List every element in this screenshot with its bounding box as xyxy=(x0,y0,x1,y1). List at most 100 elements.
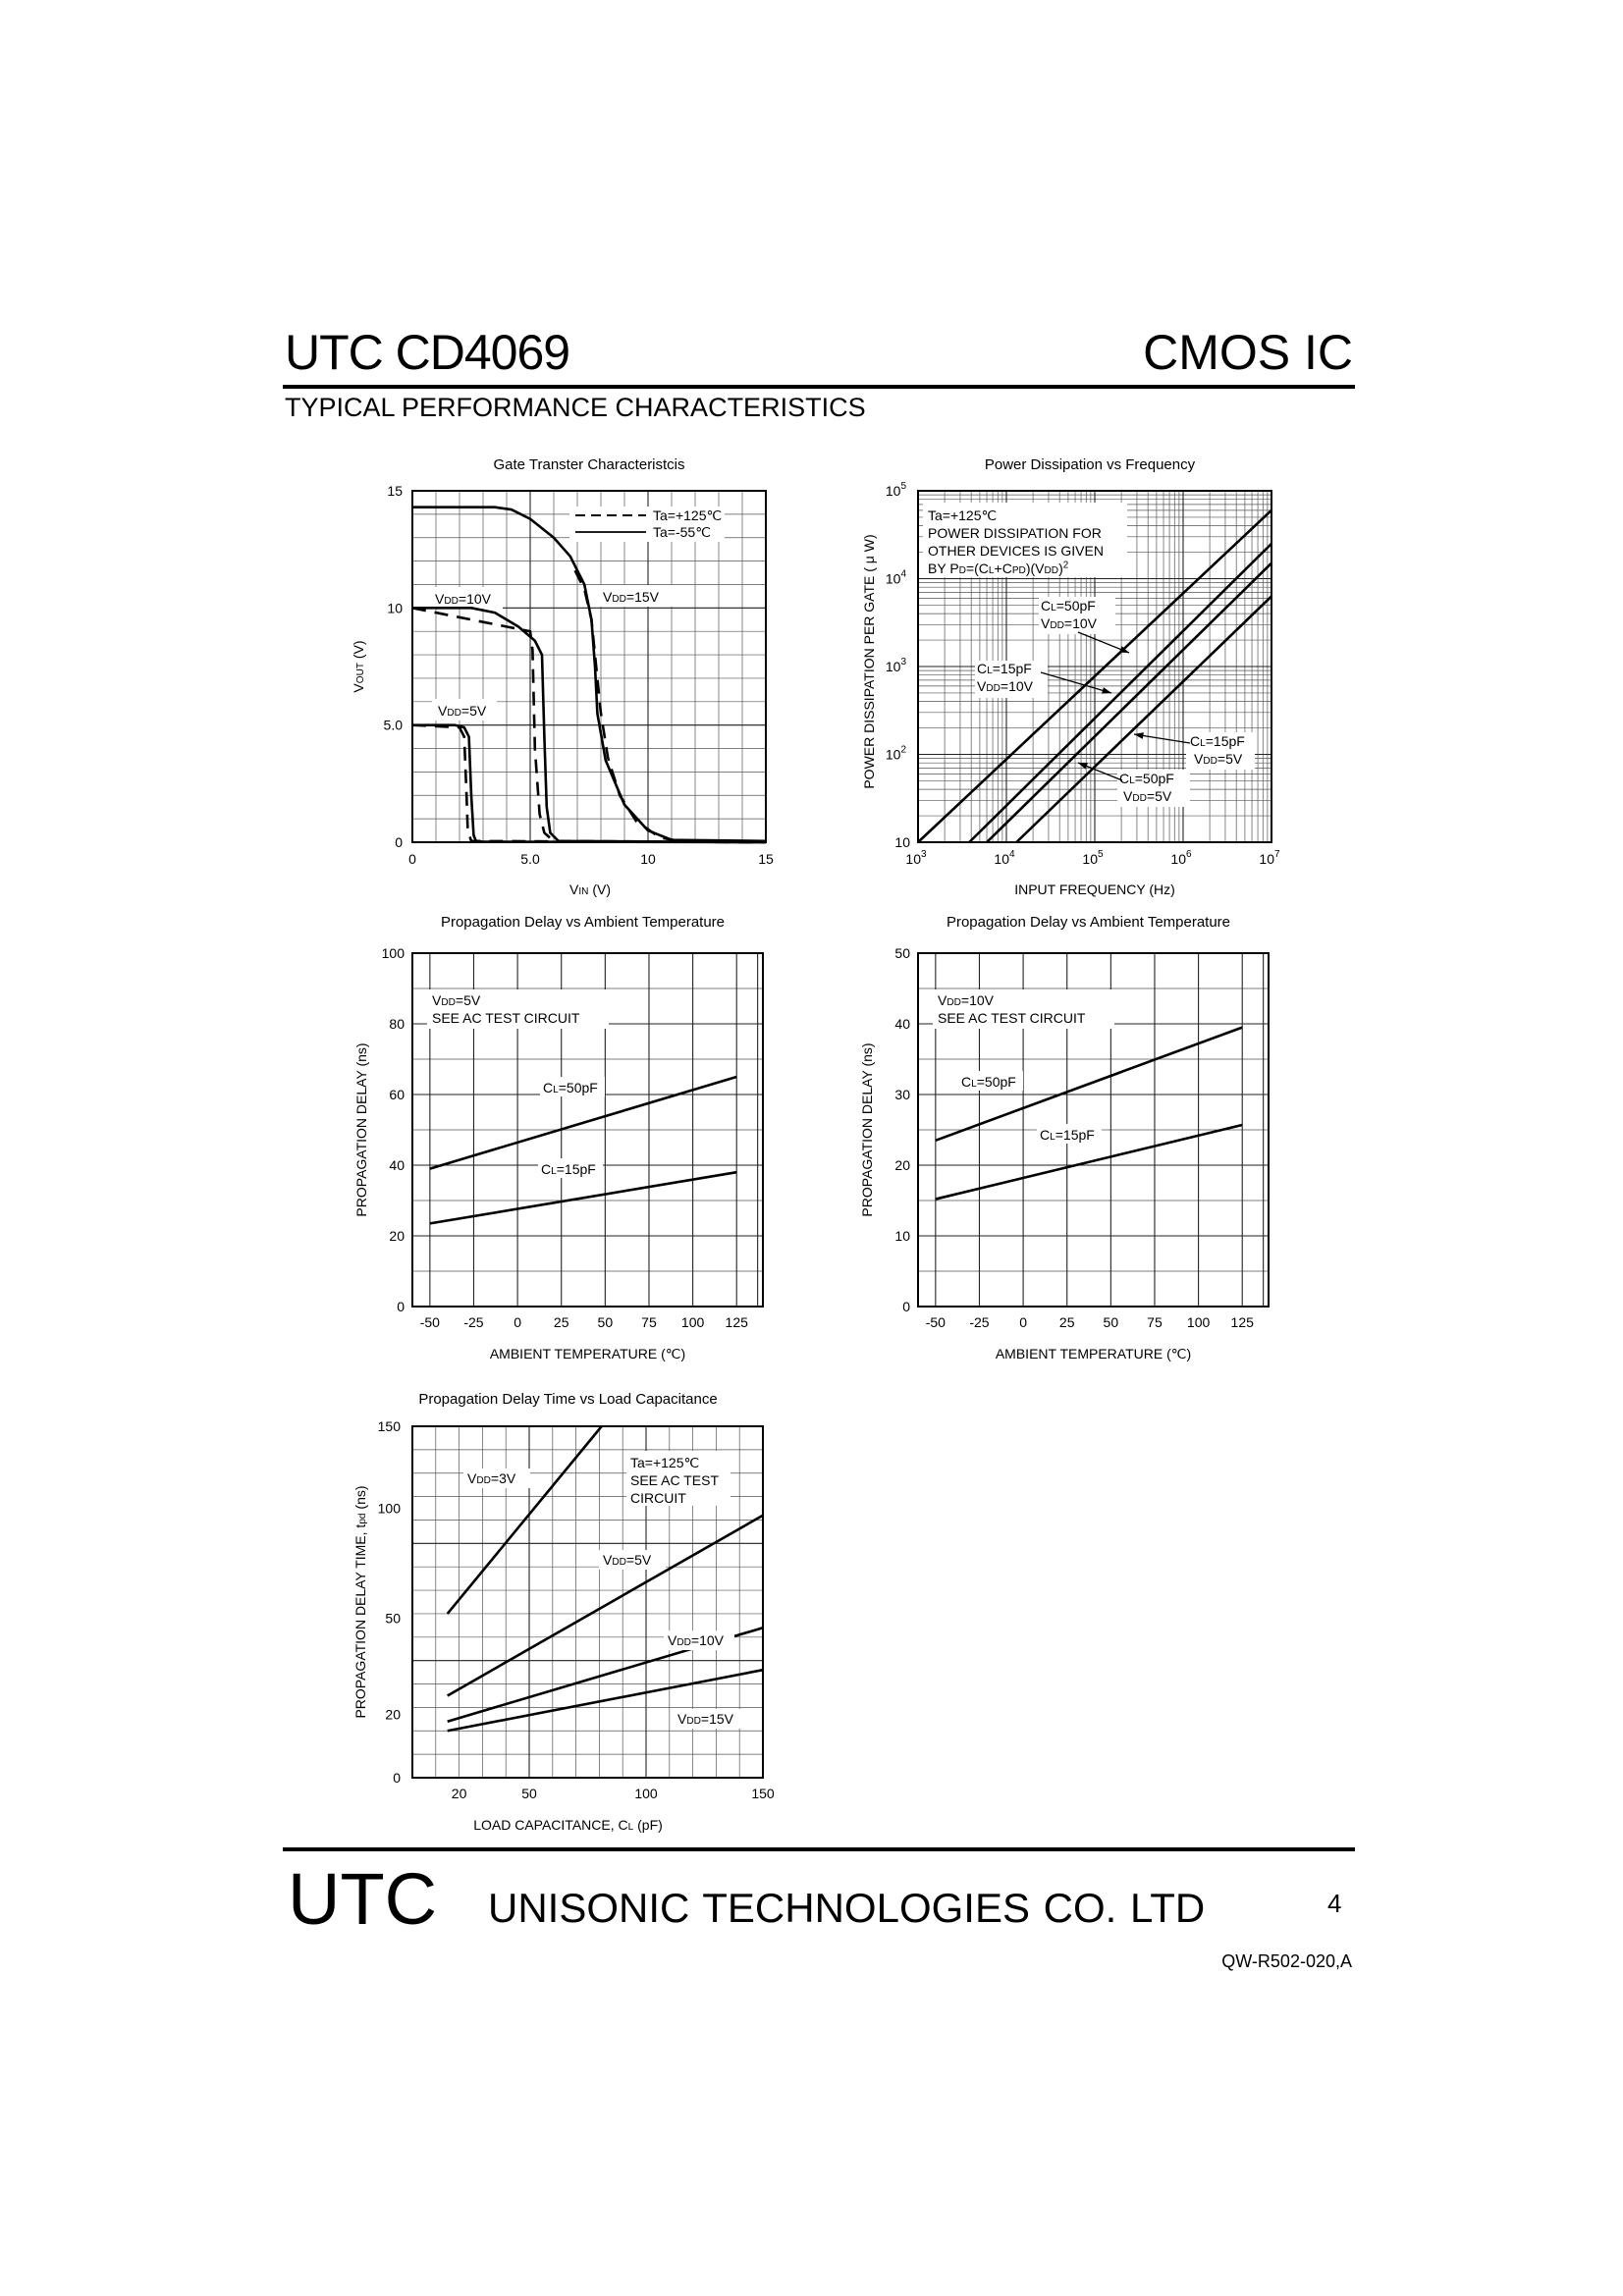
series-line xyxy=(429,1075,737,1170)
x-tick-label: 100 xyxy=(1187,1314,1211,1330)
chart-note: OTHER DEVICES IS GIVEN xyxy=(928,543,1104,559)
arrow-head xyxy=(1102,687,1111,694)
label-background xyxy=(1117,770,1190,807)
series-label: CL=50pF xyxy=(961,1074,1016,1090)
y-tick-label: 105 xyxy=(886,481,907,499)
x-tick-label: 25 xyxy=(554,1314,569,1330)
chart-note: POWER DISSIPATION FOR xyxy=(928,525,1102,541)
header-category: CMOS IC xyxy=(1143,325,1353,380)
label-background xyxy=(958,1071,1023,1091)
series-line xyxy=(935,1123,1243,1201)
footer-brand: UTC xyxy=(288,1858,438,1940)
x-tick-label: 100 xyxy=(634,1786,658,1801)
chart-note: SEE AC TEST CIRCUIT xyxy=(938,1010,1086,1026)
y-tick-label: 20 xyxy=(389,1228,405,1244)
label-background xyxy=(626,1451,730,1506)
y-tick-label: 5.0 xyxy=(384,718,404,733)
x-tick-label: 105 xyxy=(1082,849,1104,867)
series-curve xyxy=(573,569,684,843)
legend-label-55: Ta=-55℃ xyxy=(653,524,711,540)
chart-title: Propagation Delay vs Ambient Temperature xyxy=(441,914,725,931)
label-background xyxy=(463,1468,530,1488)
series-line xyxy=(917,508,1272,843)
label-pointer xyxy=(1040,671,1112,694)
series-curve xyxy=(671,838,766,843)
x-tick-label: 25 xyxy=(1059,1314,1075,1330)
chart-note: VDD=5V xyxy=(432,992,481,1008)
series-label: CL=15pF xyxy=(1190,733,1245,749)
y-tick-label: 15 xyxy=(387,483,403,499)
x-axis-label: AMBIENT TEMPERATURE (℃) xyxy=(490,1346,685,1362)
x-axis-label: AMBIENT TEMPERATURE (℃) xyxy=(996,1346,1191,1362)
x-tick-label: -25 xyxy=(969,1314,989,1330)
label-background xyxy=(975,661,1048,698)
footer-divider xyxy=(283,1847,1355,1851)
chart-prop-delay-temp: Propagation Delay vs Ambient Temperature… xyxy=(353,914,764,1362)
x-tick-label: 125 xyxy=(1231,1314,1255,1330)
y-tick-label: 40 xyxy=(389,1157,405,1173)
plot-frame xyxy=(917,490,1272,843)
label-background xyxy=(664,1630,734,1650)
y-tick-label: 50 xyxy=(385,1611,401,1627)
chart-title: Power Dissipation vs Frequency xyxy=(985,456,1196,473)
label-background xyxy=(923,503,1127,577)
series-curve xyxy=(411,607,767,844)
chart-note: BY PD=(CL+CPD)(VDD)2 xyxy=(928,560,1068,576)
series-label: CL=15pF xyxy=(541,1161,596,1177)
chart-power-dissipation: Power Dissipation vs Frequency 103 104 105 1… xyxy=(861,456,1280,897)
chart-prop-delay-temp: Propagation Delay vs Ambient Temperature… xyxy=(859,914,1270,1362)
label-background xyxy=(540,1077,605,1096)
chart-load-capacitance: Propagation Delay Time vs Load Capacitan… xyxy=(352,1391,775,1833)
x-axis-label: VIN (V) xyxy=(569,881,611,897)
series-curve xyxy=(412,506,767,843)
label-background xyxy=(427,989,609,1029)
label-background xyxy=(1037,1124,1102,1144)
plot-frame xyxy=(411,490,767,843)
x-tick-label: 50 xyxy=(1104,1314,1119,1330)
page-number: 4 xyxy=(1327,1889,1342,1918)
label-background xyxy=(674,1709,744,1729)
y-tick-label: 104 xyxy=(886,569,907,587)
series-label: CL=50pF xyxy=(1041,598,1096,614)
chart-note: SEE AC TEST xyxy=(630,1472,719,1488)
series-label: VDD=5V xyxy=(1194,751,1243,767)
arrow-head xyxy=(1078,763,1088,770)
label-pointer xyxy=(1133,733,1191,744)
x-tick-label: -50 xyxy=(420,1314,440,1330)
x-tick-label: 20 xyxy=(452,1786,467,1801)
x-tick-label: 75 xyxy=(641,1314,657,1330)
series-label: VDD=10V xyxy=(668,1632,725,1648)
label-background xyxy=(1039,597,1115,634)
series-label: CL=15pF xyxy=(1040,1127,1095,1143)
y-tick-label: 10 xyxy=(894,1228,910,1244)
header-part-number: UTC CD4069 xyxy=(285,325,570,380)
series-label: CL=50pF xyxy=(1119,771,1174,786)
annotation-vdd5: VDD=5V xyxy=(438,703,487,719)
y-tick-label: 0 xyxy=(395,834,403,850)
series-line xyxy=(935,1026,1243,1143)
header-divider xyxy=(283,385,1355,389)
chart-title: Propagation Delay vs Ambient Temperature xyxy=(947,914,1230,931)
y-tick-label: 103 xyxy=(886,657,907,674)
chart-note: SEE AC TEST CIRCUIT xyxy=(432,1010,580,1026)
series-line xyxy=(429,1170,737,1225)
label-background xyxy=(432,699,497,721)
annotation-vdd10: VDD=10V xyxy=(435,591,492,607)
footer-company: UNISONIC TECHNOLOGIES CO. LTD xyxy=(488,1885,1206,1931)
series-label: VDD=10V xyxy=(1041,615,1098,631)
y-tick-label: 150 xyxy=(378,1418,402,1434)
label-background xyxy=(569,507,725,542)
x-tick-label: 10 xyxy=(640,851,656,867)
y-tick-label: 0 xyxy=(393,1770,401,1786)
y-tick-label: 20 xyxy=(894,1157,910,1173)
chart-note: Ta=+125℃ xyxy=(630,1455,699,1470)
chart-title: Propagation Delay Time vs Load Capacitan… xyxy=(418,1391,717,1408)
y-axis-label: VOUT (V) xyxy=(351,640,366,692)
series-line xyxy=(968,542,1272,843)
series-label: VDD=15V xyxy=(677,1711,734,1727)
plot-frame xyxy=(411,952,764,1308)
series-line xyxy=(446,1425,603,1615)
y-tick-label: 10 xyxy=(387,600,403,615)
series-label: CL=15pF xyxy=(977,661,1032,676)
